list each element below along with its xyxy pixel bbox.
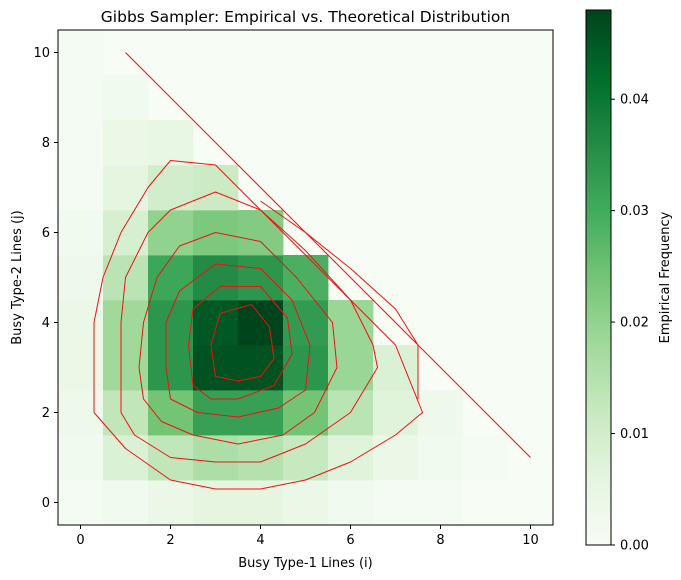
- heatmap-cell: [193, 435, 239, 481]
- heatmap-cell: [148, 165, 194, 211]
- heatmap-cell: [238, 300, 284, 346]
- x-tick-label: 6: [346, 533, 354, 548]
- contour-line: [120, 191, 378, 463]
- heatmap-cell: [328, 435, 374, 481]
- x-tick-label: 10: [522, 533, 539, 548]
- heatmap-cell: [373, 435, 419, 481]
- heatmap-cell: [283, 480, 329, 526]
- heatmap-cell: [283, 345, 329, 391]
- colorbar-tick-label: 0.01: [620, 427, 649, 442]
- heatmap-cell: [58, 390, 104, 436]
- heatmap-cell: [283, 255, 329, 301]
- heatmap-cell: [103, 300, 149, 346]
- theoretical-contours: [93, 52, 531, 490]
- contour-line: [138, 232, 338, 445]
- heatmap-cell: [58, 300, 104, 346]
- heatmap-cell: [58, 30, 104, 76]
- heatmap-cells: [58, 30, 554, 526]
- contour-line: [125, 52, 531, 458]
- heatmap-cell: [103, 120, 149, 166]
- heatmap-cell: [238, 210, 284, 256]
- heatmap-cell: [508, 480, 554, 526]
- heatmap-cell: [418, 435, 464, 481]
- heatmap-cell: [238, 435, 284, 481]
- heatmap-cell: [328, 300, 374, 346]
- colorbar-label: Empirical Frequency: [658, 211, 673, 343]
- y-tick-label: 10: [33, 46, 50, 61]
- y-tick-label: 8: [42, 136, 50, 151]
- heatmap-cell: [58, 435, 104, 481]
- colorbar-tick-label: 0.03: [620, 204, 649, 219]
- heatmap-cell: [193, 165, 239, 211]
- heatmap-cell: [148, 210, 194, 256]
- colorbar-tick-label: 0.04: [620, 93, 649, 108]
- heatmap-cell: [193, 255, 239, 301]
- heatmap-cell: [103, 435, 149, 481]
- heatmap-cell: [373, 390, 419, 436]
- x-tick-label: 0: [76, 533, 84, 548]
- heatmap-cell: [148, 345, 194, 391]
- heatmap-cell: [418, 480, 464, 526]
- heatmap-cell: [103, 480, 149, 526]
- y-tick-label: 6: [42, 226, 50, 241]
- heatmap-cell: [193, 345, 239, 391]
- chart-title: Gibbs Sampler: Empirical vs. Theoretical…: [101, 8, 510, 26]
- contour-line: [165, 263, 311, 418]
- heatmap-cell: [103, 75, 149, 121]
- heatmap-cell: [148, 300, 194, 346]
- heatmap-cell: [463, 435, 509, 481]
- heatmap-cell: [103, 210, 149, 256]
- y-axis-label: Busy Type-2 Lines (j): [10, 210, 25, 344]
- heatmap-cell: [58, 120, 104, 166]
- contour-line: [188, 286, 293, 400]
- heatmap-cell: [238, 480, 284, 526]
- heatmap-cell: [148, 120, 194, 166]
- x-axis-label: Busy Type-1 Lines (i): [238, 556, 372, 571]
- heatmap-cell: [148, 480, 194, 526]
- y-axis: 0 2 4 6 8 10: [33, 46, 58, 511]
- y-tick-label: 2: [42, 406, 50, 421]
- heatmap-cell: [148, 255, 194, 301]
- heatmap-cell: [283, 390, 329, 436]
- x-tick-label: 2: [166, 533, 174, 548]
- heatmap-cell: [328, 345, 374, 391]
- heatmap-cell: [238, 390, 284, 436]
- heatmap-cell: [58, 255, 104, 301]
- heatmap-cell: [58, 345, 104, 391]
- x-tick-label: 8: [436, 533, 444, 548]
- heatmap-cell: [283, 435, 329, 481]
- x-tick-label: 4: [256, 533, 264, 548]
- heatmap-cell: [418, 390, 464, 436]
- colorbar-ticks: 0.00 0.01 0.02 0.03 0.04: [611, 93, 649, 554]
- heatmap-cell: [238, 255, 284, 301]
- colorbar-tick-label: 0.02: [620, 316, 649, 331]
- contour-line: [260, 200, 419, 399]
- y-tick-label: 4: [42, 316, 50, 331]
- colorbar: [585, 9, 612, 546]
- heatmap-cell: [58, 75, 104, 121]
- contour-line: [210, 304, 275, 382]
- heatmap-cell: [238, 345, 284, 391]
- y-tick-label: 0: [42, 496, 50, 511]
- heatmap-cell: [328, 480, 374, 526]
- heatmap-cell: [58, 480, 104, 526]
- heatmap-cell: [463, 480, 509, 526]
- heatmap-cell: [103, 390, 149, 436]
- heatmap-cell: [373, 345, 419, 391]
- heatmap-cell: [58, 210, 104, 256]
- heatmap-cell: [103, 165, 149, 211]
- heatmap-cell: [58, 165, 104, 211]
- x-axis: 0 2 4 6 8 10: [76, 525, 539, 548]
- heatmap-cell: [193, 300, 239, 346]
- heatmap-cell: [193, 480, 239, 526]
- colorbar-tick-label: 0.00: [620, 539, 649, 554]
- heatmap-cell: [373, 480, 419, 526]
- plot-frame: [57, 29, 554, 526]
